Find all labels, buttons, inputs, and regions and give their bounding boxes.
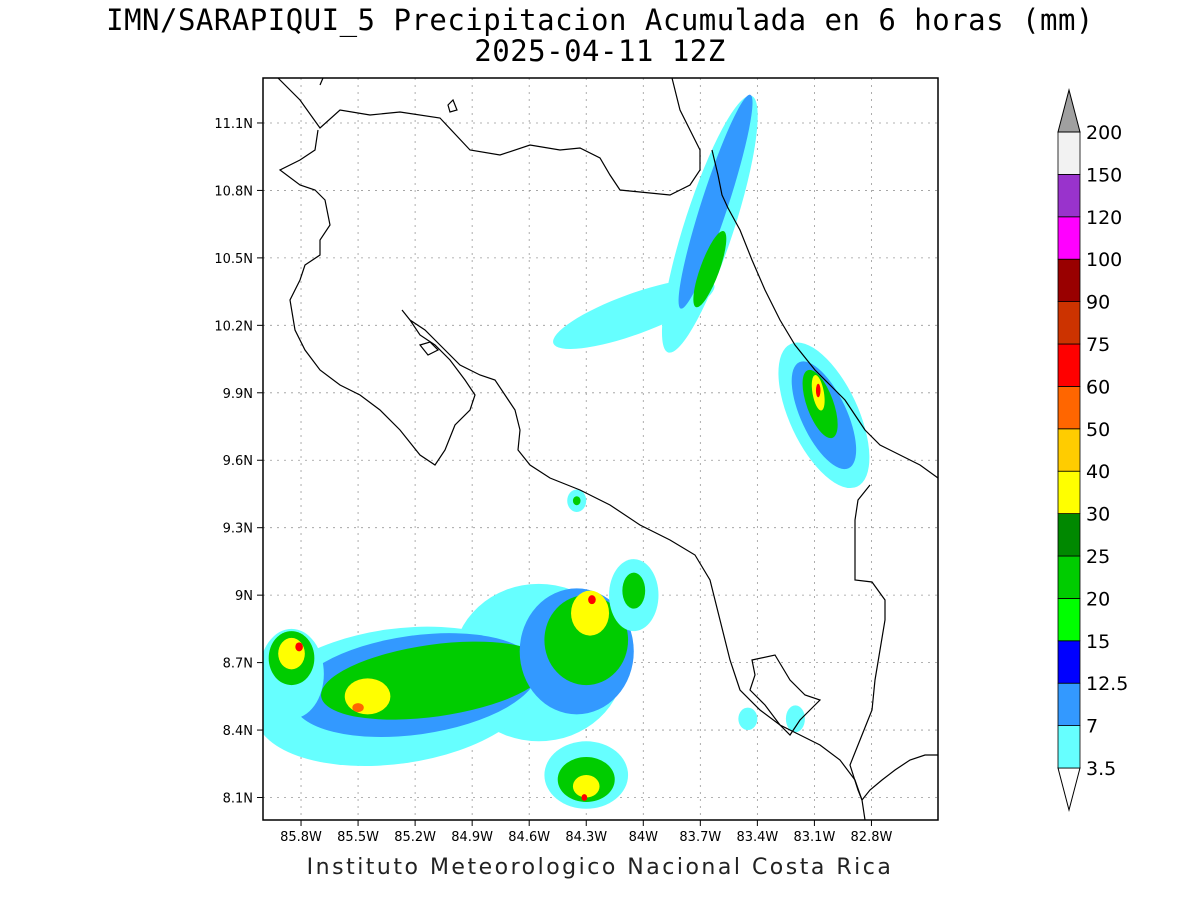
lon-tick-label: 83.1W [794, 830, 836, 845]
colorbar-label: 7 [1086, 716, 1098, 738]
lon-tick-label: 84W [629, 830, 659, 845]
lon-tick-label: 84.9W [451, 830, 493, 845]
precip-area [572, 496, 581, 506]
precip-area [571, 590, 610, 636]
colorbar-label: 40 [1086, 461, 1110, 483]
lat-tick-label: 8.4N [223, 724, 253, 739]
lat-tick-label: 9.3N [223, 522, 253, 537]
colorbar-segment [1057, 301, 1081, 345]
colorbar-segment [1057, 598, 1081, 642]
precip-area [344, 678, 391, 715]
map-subtitle: 2025-04-11 12Z [474, 34, 726, 68]
lon-tick-label: 82.8W [851, 830, 893, 845]
colorbar-segment [1057, 173, 1081, 218]
precip-area [693, 230, 727, 308]
precip-area [678, 94, 753, 309]
lake-island [418, 341, 440, 356]
precip-area [572, 775, 600, 798]
colorbar-label: 30 [1086, 504, 1110, 526]
lat-tick-label: 10.8N [214, 184, 253, 199]
colorbar-segment [1057, 343, 1081, 387]
osa-peninsula-gulf [749, 654, 822, 736]
colorbar-label: 60 [1086, 376, 1110, 398]
colorbar-min-arrow [1057, 767, 1081, 812]
lat-tick-label: 11.1N [214, 117, 253, 132]
colorbar-max-arrow [1057, 88, 1081, 133]
lon-tick-label: 85.5W [337, 830, 379, 845]
lat-tick-label: 8.7N [223, 657, 253, 672]
colorbar-label: 200 [1086, 122, 1122, 144]
lon-tick-label: 84.3W [565, 830, 607, 845]
coastline-and-borders [277, 78, 938, 820]
pacific-coast-north [278, 78, 866, 820]
lon-tick-label: 83.7W [679, 830, 721, 845]
nicaragua-lake-shore [277, 78, 701, 196]
colorbar-label: 75 [1086, 334, 1110, 356]
lat-tick-label: 9.6N [223, 454, 253, 469]
colorbar-segment [1057, 131, 1081, 175]
precip-area [581, 794, 588, 801]
colorbar-label: 3.5 [1086, 758, 1116, 780]
colorbar-label: 150 [1086, 164, 1122, 186]
colorbar-label: 15 [1086, 631, 1110, 653]
precip-area [352, 703, 364, 713]
colorbar-segment [1057, 513, 1081, 557]
colorbar-segment [1057, 470, 1081, 515]
colorbar-segment [1057, 682, 1081, 727]
caribbean-coast [711, 149, 938, 479]
colorbar-segment [1057, 385, 1081, 430]
precip-area [622, 572, 646, 609]
lat-tick-label: 10.5N [214, 252, 253, 267]
colorbar-segment [1057, 640, 1081, 684]
lon-tick-label: 84.6W [508, 830, 550, 845]
colorbar-label: 100 [1086, 249, 1122, 271]
precip-area [785, 705, 805, 733]
precipitation-field [263, 94, 870, 809]
colorbar-segment [1057, 725, 1081, 769]
precip-area [295, 642, 303, 652]
precip-area [815, 383, 821, 398]
lon-tick-label: 85.8W [280, 830, 322, 845]
colorbar-label: 50 [1086, 419, 1110, 441]
axis-ticks: 85.8W 85.5W 85.2W 84.9W 84.6W 84.3W 84W 83.7W 83… [214, 117, 892, 845]
panama-coast [861, 754, 938, 801]
panama-border [849, 484, 886, 801]
colorbar-label: 20 [1086, 588, 1110, 610]
colorbar-label: 90 [1086, 292, 1110, 314]
lat-tick-label: 9N [235, 589, 253, 604]
colorbar-label: 12.5 [1086, 673, 1128, 695]
footer-credit: Instituto Meteorologico Nacional Costa R… [306, 855, 894, 880]
lat-tick-label: 10.2N [214, 319, 253, 334]
lat-tick-label: 8.1N [223, 792, 253, 807]
lon-tick-label: 83.4W [736, 830, 778, 845]
colorbar-segment [1057, 428, 1081, 472]
plot-frame [262, 77, 939, 821]
precip-area [738, 707, 758, 731]
colorbar-segment [1057, 258, 1081, 303]
colorbar-label: 120 [1086, 207, 1122, 229]
small-island-north [447, 98, 458, 113]
colorbar: 3.5 7 12.5 15 20 25 30 40 50 60 75 90 100 120 150 200 [1057, 88, 1128, 812]
lat-tick-label: 9.9N [223, 387, 253, 402]
precip-area [278, 637, 305, 670]
colorbar-label: 25 [1086, 546, 1110, 568]
colorbar-segment [1057, 555, 1081, 599]
map-title: IMN/SARAPIQUI_5 Precipitacion Acumulada … [106, 3, 1094, 37]
colorbar-segment [1057, 216, 1081, 260]
precip-area [588, 595, 596, 605]
lon-tick-label: 85.2W [394, 830, 436, 845]
